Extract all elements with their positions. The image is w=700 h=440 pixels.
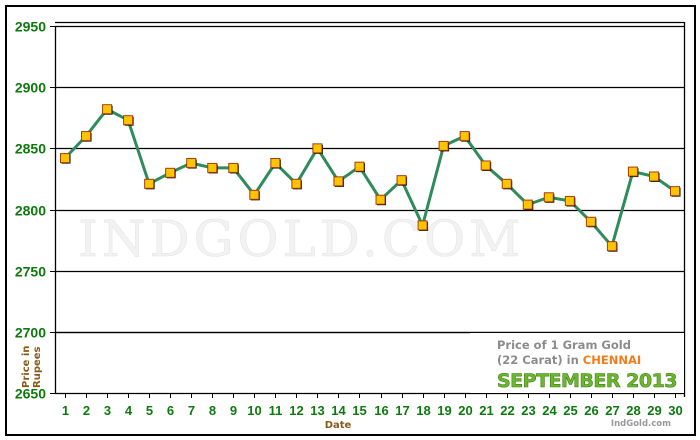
y-tick-label: 2700 bbox=[15, 325, 46, 341]
data-point-marker bbox=[438, 140, 449, 151]
x-tick-label: 16 bbox=[374, 403, 388, 418]
x-tick-label: 28 bbox=[626, 403, 640, 418]
x-tick-label: 14 bbox=[331, 403, 346, 418]
x-tick-label: 7 bbox=[188, 403, 195, 418]
credit-text: IndGold.com bbox=[611, 419, 671, 429]
legend-title-line2: (22 Carat) in CHENNAI bbox=[497, 353, 641, 367]
x-tick-label: 30 bbox=[668, 403, 682, 418]
y-tick-label: 2850 bbox=[15, 141, 46, 157]
x-tick-label: 12 bbox=[289, 403, 303, 418]
data-point-marker bbox=[606, 241, 617, 252]
x-tick-label: 29 bbox=[647, 403, 661, 418]
data-point-marker bbox=[186, 158, 197, 169]
data-point-marker bbox=[670, 186, 680, 197]
x-tick-label: 19 bbox=[437, 403, 451, 418]
x-tick-label: 26 bbox=[584, 403, 598, 418]
legend-carat-text: (22 Carat) in bbox=[497, 353, 583, 367]
data-point-marker bbox=[354, 161, 365, 172]
x-tick-label: 3 bbox=[104, 403, 111, 418]
y-tick-label: 2950 bbox=[15, 19, 46, 35]
x-tick-label: 27 bbox=[605, 403, 619, 418]
x-tick-label: 21 bbox=[479, 403, 493, 418]
watermark-text: INDGOLD.COM bbox=[78, 210, 524, 268]
data-point-marker bbox=[291, 178, 302, 189]
watermark: INDGOLD.COM bbox=[78, 210, 524, 269]
y-tick-label: 2900 bbox=[15, 80, 46, 96]
y-axis-title: Price in Rupees bbox=[21, 346, 43, 388]
data-point-marker bbox=[228, 162, 239, 173]
x-tick-label: 13 bbox=[310, 403, 324, 418]
data-point-marker bbox=[396, 175, 407, 186]
x-tick-label: 4 bbox=[125, 403, 133, 418]
data-point-marker bbox=[270, 158, 281, 169]
axes bbox=[54, 21, 686, 397]
y-axis-tick-labels: 2650 2700 2750 2800 2850 2900 2950 bbox=[15, 19, 46, 402]
data-point-marker bbox=[480, 160, 491, 171]
data-point-marker bbox=[207, 162, 218, 173]
x-tick-label: 22 bbox=[500, 403, 514, 418]
x-axis-tick-labels: 1 2 3 4 5 6 7 8 9 10 11 12 13 14 15 16 17 18 19 20 21 22 23 24 2… bbox=[62, 393, 683, 418]
data-point-marker bbox=[249, 189, 260, 200]
x-tick-label: 1 bbox=[62, 403, 69, 418]
y-axis-title-line1: Price in bbox=[21, 346, 32, 388]
legend-month: SEPTEMBER 2013 bbox=[497, 370, 677, 392]
data-point-marker bbox=[375, 194, 386, 205]
data-point-marker bbox=[417, 220, 428, 231]
x-tick-label: 10 bbox=[247, 403, 261, 418]
data-point-marker bbox=[585, 216, 596, 227]
x-tick-label: 6 bbox=[167, 403, 174, 418]
data-point-marker bbox=[333, 176, 344, 187]
x-tick-label: 5 bbox=[146, 403, 153, 418]
legend-city: CHENNAI bbox=[583, 353, 641, 367]
data-point-marker bbox=[522, 199, 533, 210]
x-axis-title: Date bbox=[325, 420, 352, 431]
data-point-marker bbox=[123, 115, 134, 126]
x-tick-label: 17 bbox=[395, 403, 409, 418]
x-tick-label: 9 bbox=[230, 403, 237, 418]
y-tick-label: 2800 bbox=[15, 203, 46, 219]
legend-title-line1: Price of 1 Gram Gold bbox=[497, 338, 631, 352]
price-series bbox=[60, 104, 681, 252]
data-point-marker bbox=[144, 178, 155, 189]
x-tick-label: 2 bbox=[83, 403, 90, 418]
x-tick-label: 18 bbox=[416, 403, 430, 418]
x-tick-label: 11 bbox=[269, 403, 283, 418]
y-tick-label: 2750 bbox=[15, 264, 46, 280]
data-point-marker bbox=[102, 104, 113, 115]
data-point-marker bbox=[312, 143, 323, 154]
data-point-marker bbox=[648, 171, 659, 182]
x-tick-label: 25 bbox=[563, 403, 577, 418]
x-tick-label: 8 bbox=[209, 403, 216, 418]
data-point-marker bbox=[60, 153, 70, 164]
data-point-marker bbox=[459, 131, 470, 142]
data-point-marker bbox=[543, 192, 554, 203]
data-point-marker bbox=[165, 167, 176, 178]
x-tick-label: 20 bbox=[458, 403, 472, 418]
data-point-marker bbox=[564, 195, 575, 206]
y-axis-title-line2: Rupees bbox=[32, 346, 43, 388]
x-tick-label: 24 bbox=[542, 403, 557, 418]
data-point-marker bbox=[501, 178, 512, 189]
data-point-marker bbox=[627, 166, 638, 177]
x-tick-label: 15 bbox=[352, 403, 366, 418]
x-tick-label: 23 bbox=[521, 403, 535, 418]
data-point-marker bbox=[81, 131, 92, 142]
y-tick-label: 2650 bbox=[15, 386, 46, 402]
legend-box: Price of 1 Gram Gold (22 Carat) in CHENN… bbox=[470, 333, 684, 393]
